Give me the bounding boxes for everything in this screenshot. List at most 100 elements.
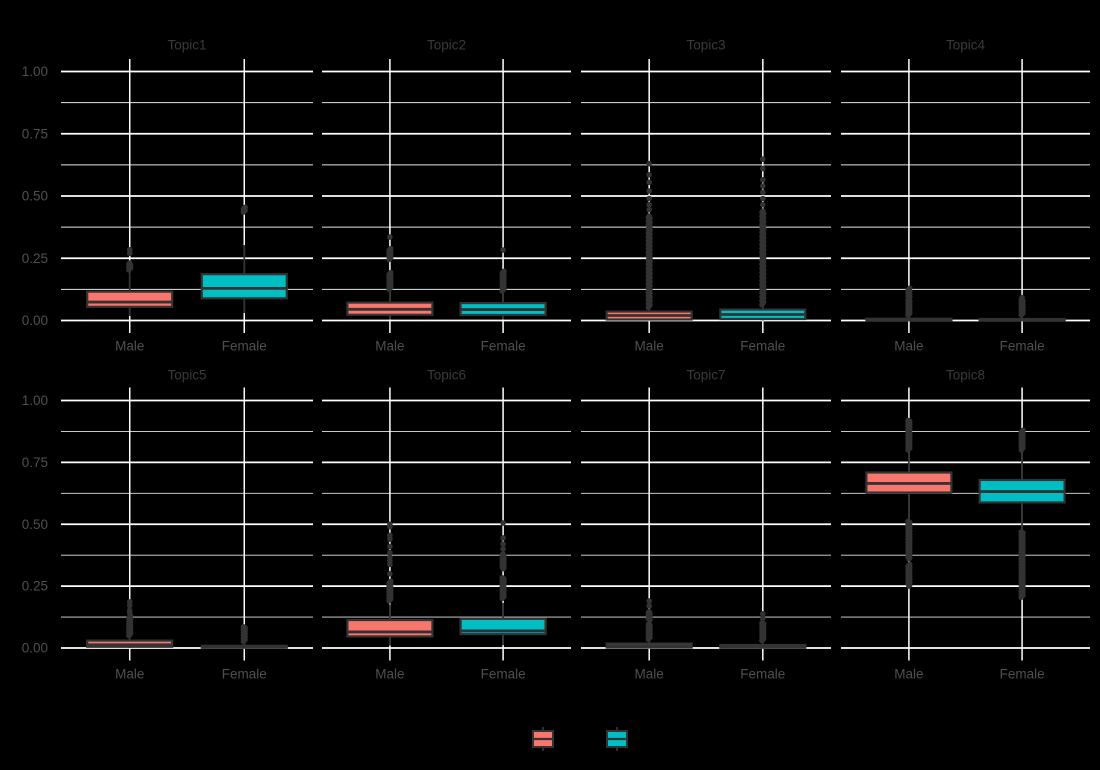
facet-Topic3: Topic3 Male Female bbox=[581, 38, 831, 354]
outlier-dot bbox=[760, 189, 766, 196]
outlier-points bbox=[126, 599, 134, 639]
box-iqr bbox=[200, 273, 288, 300]
facet-title: Topic3 bbox=[686, 38, 725, 53]
outlier-dot bbox=[905, 518, 911, 524]
outlier-dot bbox=[646, 598, 652, 604]
y-axis-tick-label: 0.75 bbox=[22, 455, 48, 470]
outlier-dot bbox=[387, 549, 393, 556]
boxplot-male bbox=[346, 521, 434, 646]
y-axis-tick-label: 0.50 bbox=[22, 517, 48, 532]
outlier-dot bbox=[646, 188, 652, 194]
x-axis-category-label: Female bbox=[740, 339, 785, 354]
legend bbox=[532, 727, 628, 751]
x-axis-category-label: Male bbox=[635, 667, 664, 682]
x-axis-category-label: Male bbox=[894, 667, 923, 682]
outlier-dot bbox=[646, 160, 652, 167]
outlier-dot bbox=[760, 165, 766, 172]
outlier-dot bbox=[760, 611, 766, 617]
x-axis-category-label: Female bbox=[481, 339, 526, 354]
outlier-dot bbox=[760, 201, 766, 208]
outlier-dot bbox=[500, 546, 506, 552]
outlier-dot bbox=[905, 417, 911, 423]
outlier-dot bbox=[387, 532, 393, 539]
x-axis-category-label: Female bbox=[1000, 667, 1045, 682]
outlier-points bbox=[759, 611, 767, 644]
y-axis-tick-label: 0.75 bbox=[22, 126, 48, 141]
outlier-dot bbox=[646, 172, 652, 178]
x-axis-category-label: Female bbox=[740, 667, 785, 682]
outlier-dot bbox=[126, 599, 133, 605]
boxplot-female bbox=[200, 204, 288, 314]
outlier-dot bbox=[760, 208, 766, 214]
facet-Topic5: Topic5 Male Female bbox=[61, 368, 313, 682]
outlier-points bbox=[759, 156, 767, 308]
boxplot-female bbox=[978, 294, 1066, 322]
outlier-dot bbox=[387, 554, 393, 560]
outlier-dot bbox=[646, 195, 652, 202]
outlier-dot bbox=[387, 234, 393, 240]
facet-title: Topic5 bbox=[167, 368, 206, 383]
outlier-dot bbox=[1019, 294, 1025, 301]
facet-Topic4: Topic4 Male Female bbox=[841, 38, 1090, 354]
outlier-dot bbox=[126, 246, 133, 253]
outlier-dot bbox=[760, 183, 766, 189]
outlier-dot bbox=[646, 206, 652, 213]
facet-title: Topic8 bbox=[946, 368, 985, 383]
outlier-dot bbox=[500, 535, 506, 541]
outlier-dot bbox=[646, 179, 652, 186]
outlier-dot bbox=[646, 608, 652, 615]
outlier-dot bbox=[240, 624, 247, 630]
x-axis-category-label: Male bbox=[635, 339, 664, 354]
outlier-points bbox=[499, 247, 507, 294]
x-axis-category-label: Female bbox=[481, 667, 526, 682]
y-axis-tick-label: 0.25 bbox=[22, 251, 48, 266]
outlier-dot bbox=[1020, 427, 1026, 433]
x-axis-category-label: Male bbox=[375, 667, 404, 682]
y-axis-tick-label: 0.00 bbox=[22, 313, 48, 328]
outlier-dot bbox=[500, 520, 506, 526]
outlier-dot bbox=[760, 195, 766, 202]
outlier-dot bbox=[500, 551, 506, 557]
box-iqr bbox=[86, 290, 174, 308]
outlier-dot bbox=[759, 620, 765, 626]
outlier-points bbox=[386, 234, 394, 293]
outlier-dot bbox=[388, 269, 394, 276]
facet-Topic8: Topic8 Male Female bbox=[841, 368, 1090, 682]
outlier-dot bbox=[907, 561, 913, 568]
x-axis-category-label: Male bbox=[894, 339, 923, 354]
outlier-points bbox=[499, 520, 507, 602]
facet-title: Topic2 bbox=[427, 38, 466, 53]
facet-title: Topic4 bbox=[946, 38, 986, 53]
outlier-dot bbox=[242, 204, 248, 210]
y-axis-tick-label: 1.00 bbox=[22, 64, 48, 79]
outlier-dot bbox=[760, 615, 766, 622]
boxplot-male bbox=[605, 598, 693, 649]
boxplot-male bbox=[865, 285, 953, 322]
boxplot-male bbox=[86, 246, 174, 317]
box-iqr bbox=[346, 618, 434, 638]
boxplot-male bbox=[346, 234, 434, 320]
legend-key-female bbox=[606, 727, 628, 751]
facet-Topic2: Topic2 Male Female bbox=[322, 38, 571, 354]
facet-title: Topic1 bbox=[167, 38, 206, 53]
outlier-points bbox=[240, 624, 248, 645]
y-axis-tick-label: 1.00 bbox=[22, 393, 48, 408]
boxplot-male bbox=[605, 160, 693, 321]
outlier-dot bbox=[388, 578, 394, 584]
y-axis-tick-label: 0.25 bbox=[22, 579, 48, 594]
y-axis-tick-label: 0.00 bbox=[22, 641, 48, 656]
outlier-points bbox=[1018, 427, 1026, 600]
outlier-dot bbox=[500, 541, 506, 547]
outlier-dot bbox=[501, 268, 507, 274]
outlier-points bbox=[1018, 294, 1026, 318]
boxplot-female bbox=[978, 427, 1066, 600]
outlier-points bbox=[240, 204, 248, 215]
outlier-dot bbox=[646, 201, 652, 208]
facet-Topic7: Topic7 Male Female bbox=[581, 368, 831, 682]
y-axis-tick-label: 0.50 bbox=[22, 189, 48, 204]
outlier-dot bbox=[127, 260, 133, 266]
outlier-dot bbox=[387, 570, 393, 577]
facet-Topic1: Topic1 Male Female bbox=[61, 38, 313, 354]
facet-Topic6: Topic6 Male Female bbox=[322, 368, 571, 682]
